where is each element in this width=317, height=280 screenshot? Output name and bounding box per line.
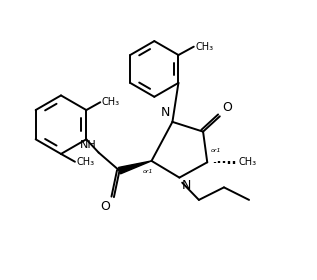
Text: CH₃: CH₃ xyxy=(76,157,94,167)
Text: CH₃: CH₃ xyxy=(239,157,257,167)
Text: or1: or1 xyxy=(143,169,153,174)
Polygon shape xyxy=(119,161,152,174)
Text: N: N xyxy=(182,179,191,192)
Text: NH: NH xyxy=(80,140,96,150)
Text: CH₃: CH₃ xyxy=(102,97,120,107)
Text: O: O xyxy=(222,101,232,114)
Text: N: N xyxy=(161,106,170,118)
Text: or1: or1 xyxy=(210,148,221,153)
Text: CH₃: CH₃ xyxy=(195,42,213,52)
Text: O: O xyxy=(101,200,111,213)
